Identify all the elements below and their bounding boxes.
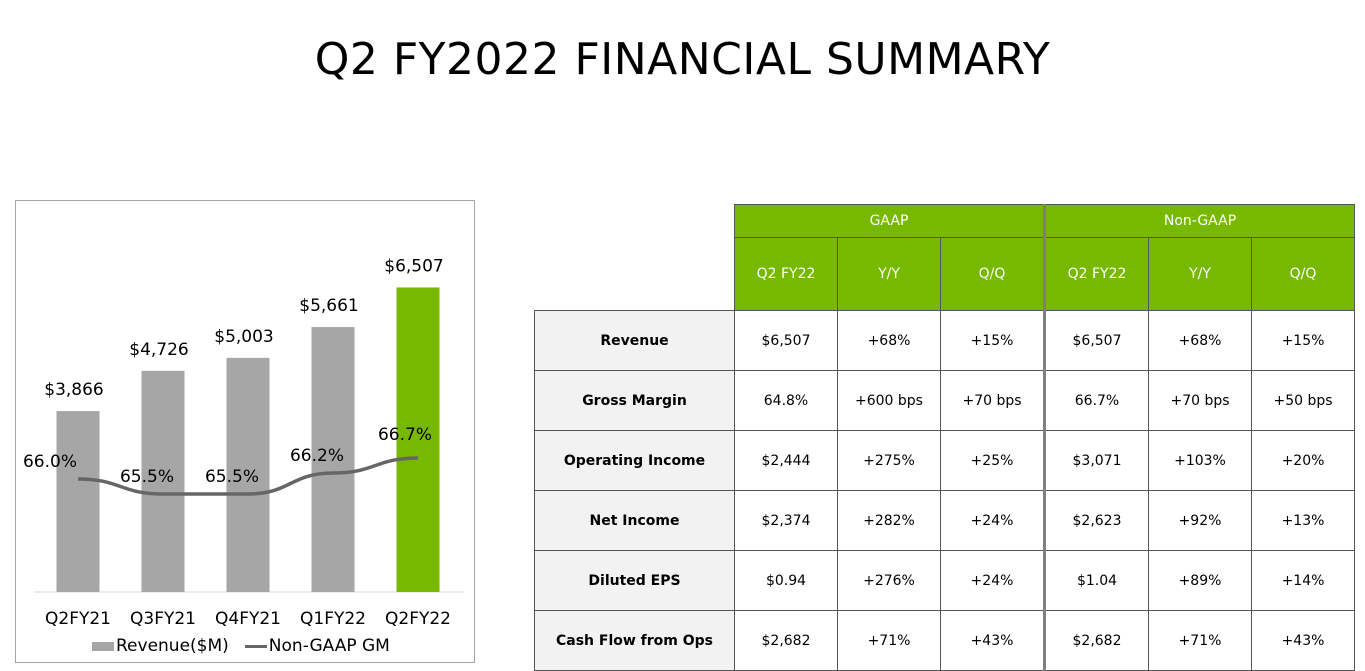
table-column-header-row: Q2 FY22 Y/Y Q/Q Q2 FY22 Y/Y Q/Q <box>535 237 1355 311</box>
chart-legend: Revenue($M) Non-GAAP GM <box>92 636 390 656</box>
row-label: Operating Income <box>534 430 735 491</box>
legend-item-gm: Non-GAAP GM <box>244 636 390 656</box>
table-cell: 66.7% <box>1043 370 1149 431</box>
column-header: Q2 FY22 <box>734 237 838 311</box>
bar-value-label: $5,003 <box>214 327 273 347</box>
table-cell: +43% <box>940 610 1045 671</box>
table-cell: $6,507 <box>734 310 838 371</box>
financial-summary-table: GAAP Non-GAAP Q2 FY22 Y/Y Q/Q Q2 FY22 Y/… <box>534 204 1355 671</box>
legend-line-swatch <box>244 644 267 648</box>
table-cell: +24% <box>940 550 1045 611</box>
table-cell: +15% <box>940 310 1045 371</box>
table-cell: $1.04 <box>1043 550 1149 611</box>
bar-q2fy22 <box>396 287 440 592</box>
table-cell: +15% <box>1251 310 1355 371</box>
column-header: Y/Y <box>837 237 941 311</box>
table-cell: 64.8% <box>734 370 838 431</box>
table-row: Revenue $6,507 +68% +15% $6,507 +68% +15% <box>534 310 1355 371</box>
table-corner-2 <box>535 238 735 311</box>
bar-value-label: $3,866 <box>44 380 103 400</box>
table-cell: $0.94 <box>734 550 838 611</box>
table-cell: +14% <box>1251 550 1355 611</box>
x-tick-label: Q2FY22 <box>385 609 451 629</box>
table-cell: +600 bps <box>837 370 941 431</box>
table-cell: +43% <box>1251 610 1355 671</box>
table-cell: $2,682 <box>1043 610 1149 671</box>
legend-bar-swatch <box>92 641 114 651</box>
table-cell: +24% <box>940 490 1045 551</box>
x-tick-label: Q1FY22 <box>300 609 366 629</box>
column-header: Q2 FY22 <box>1043 237 1149 311</box>
table-cell: +71% <box>1148 610 1252 671</box>
legend-label-gm: Non-GAAP GM <box>268 636 390 656</box>
table-row: Gross Margin 64.8% +600 bps +70 bps 66.7% +70… <box>534 370 1355 431</box>
table-cell: +275% <box>837 430 941 491</box>
bar-value-label: $5,661 <box>299 296 358 316</box>
column-header: Q/Q <box>1251 237 1355 311</box>
gm-line <box>77 456 419 496</box>
table-row: Net Income $2,374 +282% +24% $2,623 +92% +13% <box>534 490 1355 551</box>
x-tick-label: Q2FY21 <box>45 609 111 629</box>
table-cell: +276% <box>837 550 941 611</box>
table-row: Cash Flow from Ops $2,682 +71% +43% $2,682 +7… <box>534 610 1355 671</box>
table-cell: $2,444 <box>734 430 838 491</box>
gm-value-label: 66.0% <box>23 452 77 472</box>
row-label: Revenue <box>534 310 735 371</box>
x-tick-label: Q3FY21 <box>130 609 196 629</box>
group-header-nongaap: Non-GAAP <box>1043 204 1355 238</box>
column-header: Q/Q <box>940 237 1045 311</box>
table-cell: $2,682 <box>734 610 838 671</box>
table-group-header-row: GAAP Non-GAAP <box>535 204 1355 238</box>
row-label: Diluted EPS <box>534 550 735 611</box>
gm-value-label: 65.5% <box>120 467 174 487</box>
table-cell: +50 bps <box>1251 370 1355 431</box>
table-cell: +20% <box>1251 430 1355 491</box>
table-cell: $6,507 <box>1043 310 1149 371</box>
bar-value-label: $4,726 <box>129 340 188 360</box>
table-cell: +71% <box>837 610 941 671</box>
legend-label-revenue: Revenue($M) <box>116 636 229 656</box>
table-row: Operating Income $2,444 +275% +25% $3,071 +10… <box>534 430 1355 491</box>
row-label: Cash Flow from Ops <box>534 610 735 671</box>
table-cell: $2,374 <box>734 490 838 551</box>
x-tick-label: Q4FY21 <box>215 609 281 629</box>
revenue-chart: $3,866 Q2FY21 $4,726 Q3FY21 $5,003 Q4FY21 $5,6… <box>15 200 475 663</box>
bar-value-label: $6,507 <box>384 256 443 276</box>
bar-q2fy21 <box>56 411 100 592</box>
table-cell: +89% <box>1148 550 1252 611</box>
legend-item-revenue: Revenue($M) <box>92 636 229 656</box>
table-cell: +92% <box>1148 490 1252 551</box>
table-row: Diluted EPS $0.94 +276% +24% $1.04 +89% +14% <box>534 550 1355 611</box>
page-title: Q2 FY2022 FINANCIAL SUMMARY <box>314 34 1051 85</box>
gm-value-label: 66.7% <box>378 425 432 445</box>
column-header: Y/Y <box>1148 237 1252 311</box>
table-cell: +103% <box>1148 430 1252 491</box>
bar-q1fy22 <box>311 327 355 592</box>
row-label: Net Income <box>534 490 735 551</box>
table-cell: +282% <box>837 490 941 551</box>
table-cell: +70 bps <box>1148 370 1252 431</box>
gm-value-label: 66.2% <box>290 446 344 466</box>
bar-q3fy21 <box>141 370 185 592</box>
table-cell: +25% <box>940 430 1045 491</box>
table-cell: +68% <box>1148 310 1252 371</box>
table-cell: +68% <box>837 310 941 371</box>
bar-q4fy21 <box>226 357 270 592</box>
table-corner <box>535 205 735 238</box>
table-cell: +13% <box>1251 490 1355 551</box>
table-cell: $2,623 <box>1043 490 1149 551</box>
row-label: Gross Margin <box>534 370 735 431</box>
table-cell: +70 bps <box>940 370 1045 431</box>
table-cell: $3,071 <box>1043 430 1149 491</box>
revenue-chart-svg: $3,866 Q2FY21 $4,726 Q3FY21 $5,003 Q4FY21 $5,6… <box>23 256 464 629</box>
gm-value-label: 65.5% <box>205 467 259 487</box>
group-header-gaap: GAAP <box>734 204 1045 238</box>
